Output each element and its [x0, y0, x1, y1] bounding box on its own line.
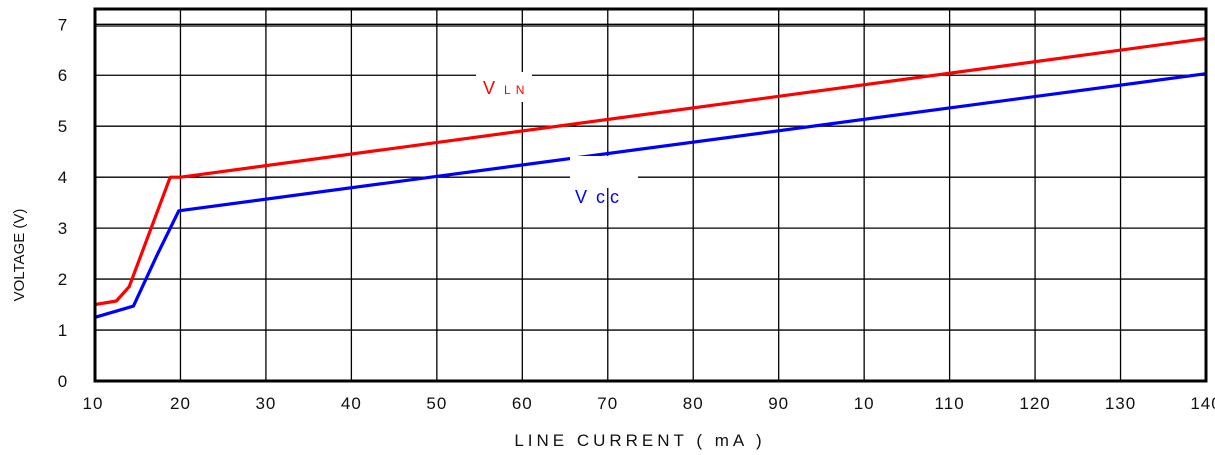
x-tick-label: 20 [170, 394, 191, 413]
series-label-0: V LN [483, 78, 529, 98]
x-tick-label: 60 [512, 394, 533, 413]
x-tick-labels: 10 20 30 40 50 60 70 80 90 10 110 120 130 140 [83, 394, 1215, 413]
x-tick-label: 140 [1190, 394, 1215, 413]
x-tick-label: 120 [1019, 394, 1050, 413]
y-tick-label: 1 [58, 321, 68, 340]
plot-frame [93, 7, 1208, 383]
x-tick-label: 90 [768, 394, 789, 413]
x-tick-label: 30 [255, 394, 276, 413]
y-tick-label: 4 [58, 168, 68, 187]
series-line-1 [94, 72, 1207, 319]
x-tick-label: 40 [341, 394, 362, 413]
x-tick-label: 110 [935, 394, 965, 413]
y-tick-label: 3 [58, 219, 68, 238]
x-tick-label: 80 [683, 394, 704, 413]
grid-lines [95, 9, 1206, 381]
y-tick-labels: 0 1 2 3 4 5 6 7 [58, 15, 68, 391]
x-tick-label: 50 [426, 394, 447, 413]
series-label-background [570, 156, 638, 188]
series-lines [94, 36, 1207, 319]
y-tick-label: 5 [58, 117, 68, 136]
x-tick-label: 10 [854, 394, 875, 413]
series-label-background [476, 72, 532, 102]
y-tick-label: 6 [58, 66, 68, 85]
x-tick-label: 130 [1105, 394, 1136, 413]
y-tick-label: 0 [58, 372, 68, 391]
y-tick-label: 2 [58, 270, 68, 289]
y-axis-title: VOLTAGE (V) [11, 209, 28, 302]
x-tick-label: 70 [597, 394, 618, 413]
series-labels: V LN V cc [476, 72, 638, 207]
x-axis-title: LINE CURRENT ( mA ) [514, 431, 765, 450]
y-tick-label: 7 [58, 15, 68, 34]
x-tick-label: 10 [83, 394, 104, 413]
series-line-0 [94, 36, 1207, 307]
